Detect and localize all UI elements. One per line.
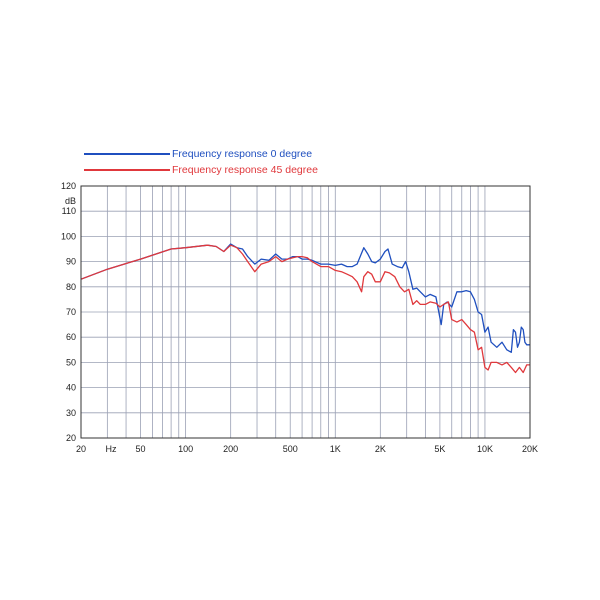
series-lines bbox=[80, 243, 530, 374]
y-tick-label: 60 bbox=[66, 332, 76, 342]
y-tick-label: 40 bbox=[66, 383, 76, 393]
x-axis-unit: Hz bbox=[106, 444, 117, 454]
y-axis-unit: dB bbox=[65, 196, 76, 206]
y-tick-label: 20 bbox=[66, 433, 76, 443]
y-tick-label: 100 bbox=[61, 231, 76, 241]
x-tick-label: 2K bbox=[375, 444, 386, 454]
legend-label-0deg: Frequency response 0 degree bbox=[172, 148, 312, 160]
y-tick-label: 80 bbox=[66, 282, 76, 292]
y-tick-label: 90 bbox=[66, 257, 76, 267]
legend-label-45deg: Frequency response 45 degree bbox=[172, 164, 318, 176]
x-tick-label: 200 bbox=[223, 444, 238, 454]
x-tick-label: 20K bbox=[522, 444, 538, 454]
x-tick-label: 500 bbox=[283, 444, 298, 454]
x-tick-label: 100 bbox=[178, 444, 193, 454]
y-tick-label: 120 bbox=[61, 181, 76, 191]
x-tick-label: 50 bbox=[136, 444, 146, 454]
x-tick-label: 10K bbox=[477, 444, 493, 454]
y-tick-label: 50 bbox=[66, 357, 76, 367]
y-tick-label: 30 bbox=[66, 408, 76, 418]
series-line-0 bbox=[80, 243, 530, 353]
plot-frame bbox=[80, 185, 531, 439]
y-tick-label: 70 bbox=[66, 307, 76, 317]
grid bbox=[80, 185, 531, 439]
legend: Frequency response 0 degree Frequency re… bbox=[84, 148, 318, 176]
y-tick-label: 110 bbox=[62, 206, 76, 216]
x-tick-label: 20 bbox=[76, 444, 86, 454]
series-line-1 bbox=[80, 244, 530, 374]
x-tick-label: 1K bbox=[330, 444, 341, 454]
axis-labels: dB Hz 20 30 40 50 60 70 80 90 100 110 120 20 50 100 20… bbox=[61, 181, 538, 454]
x-tick-label: 5K bbox=[434, 444, 445, 454]
